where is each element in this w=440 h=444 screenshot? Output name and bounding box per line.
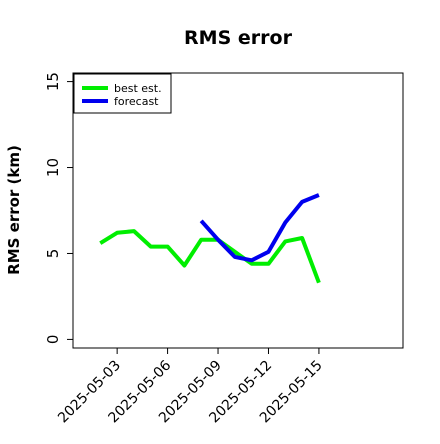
y-tick-label: 0 bbox=[44, 335, 62, 345]
legend-label: best est. bbox=[114, 82, 162, 95]
y-axis-label: RMS error (km) bbox=[5, 145, 23, 275]
chart-title: RMS error bbox=[184, 27, 293, 49]
legend: best est.forecast bbox=[74, 74, 171, 113]
y-tick-label: 15 bbox=[44, 72, 62, 91]
y-tick-label: 5 bbox=[44, 249, 62, 259]
y-tick-label: 10 bbox=[44, 158, 62, 177]
legend-label: forecast bbox=[114, 95, 159, 108]
